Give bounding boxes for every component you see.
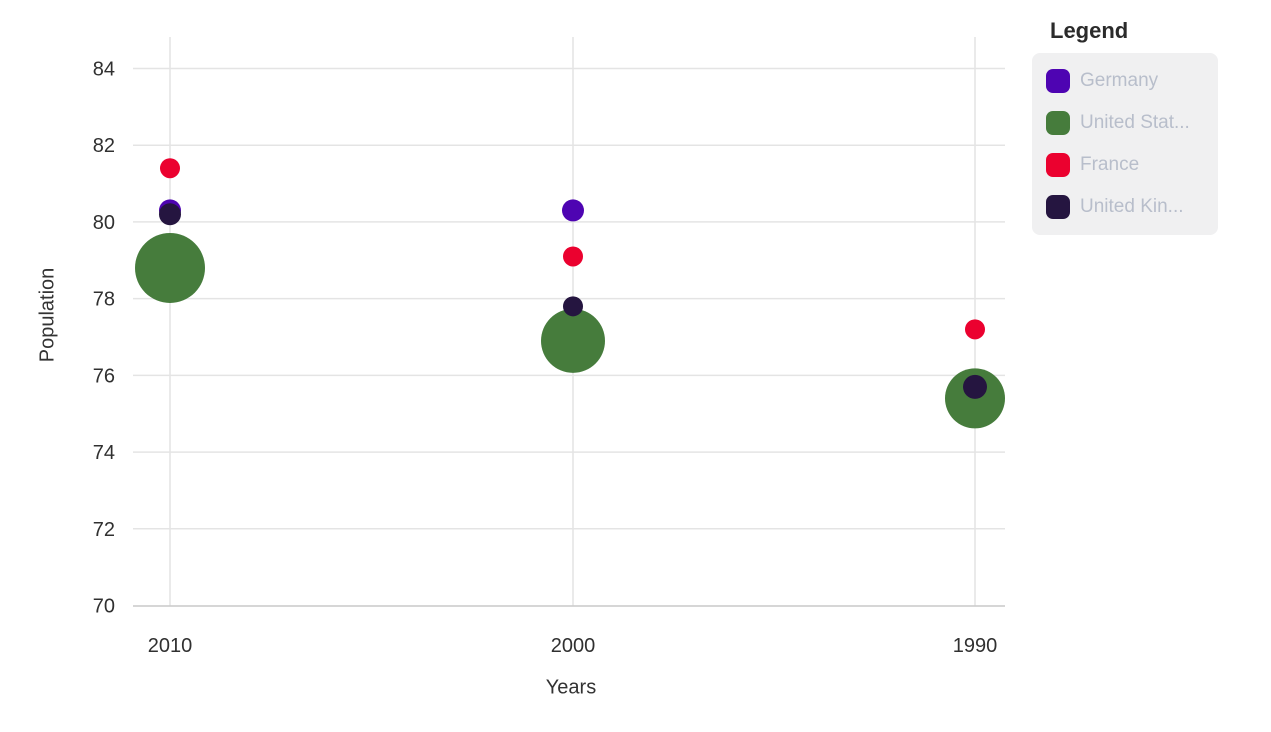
bubble-united-kingdom-1990[interactable] [963, 374, 987, 399]
y-tick-label: 82 [93, 135, 115, 157]
bubble-united-kingdom-2010[interactable] [159, 203, 181, 226]
x-axis-title: Years [545, 676, 597, 699]
legend-item-label: France [1080, 154, 1140, 175]
y-tick-label: 80 [93, 212, 115, 234]
x-tick-label: 2010 [148, 635, 193, 657]
legend-item-united-kingdom[interactable]: United Kin... [1046, 195, 1204, 219]
y-tick-label: 74 [93, 442, 115, 464]
legend-swatch-icon [1046, 195, 1070, 219]
legend-item-france[interactable]: France [1046, 153, 1204, 177]
legend-item-united-states[interactable]: United Stat... [1046, 111, 1204, 135]
legend-item-label: United Stat... [1080, 112, 1190, 133]
y-tick-label: 72 [93, 519, 115, 541]
legend-swatch-icon [1046, 111, 1070, 135]
x-tick-label: 2000 [551, 635, 596, 657]
bubble-united-kingdom-2000[interactable] [563, 296, 583, 317]
legend-item-germany[interactable]: Germany [1046, 69, 1204, 93]
bubble-france-2010[interactable] [160, 158, 180, 179]
bubble-germany-2000[interactable] [562, 199, 584, 222]
bubble-france-1990[interactable] [965, 319, 985, 340]
y-axis-title: Population [36, 267, 59, 363]
bubble-united-states-2010[interactable] [135, 232, 205, 303]
x-tick-label: 1990 [953, 635, 998, 657]
legend-title: Legend [1050, 18, 1129, 43]
y-tick-label: 78 [93, 289, 115, 311]
y-tick-label: 76 [93, 365, 115, 387]
legend-item-label: Germany [1080, 70, 1159, 91]
bubble-france-2000[interactable] [563, 246, 583, 267]
bubble-united-states-2000[interactable] [541, 308, 605, 373]
legend-item-label: United Kin... [1080, 196, 1184, 217]
y-tick-label: 84 [93, 59, 115, 81]
legend-swatch-icon [1046, 153, 1070, 177]
legend-swatch-icon [1046, 69, 1070, 93]
y-tick-label: 70 [93, 596, 115, 618]
legend: Germany United Stat... France United Kin... [1032, 53, 1218, 235]
